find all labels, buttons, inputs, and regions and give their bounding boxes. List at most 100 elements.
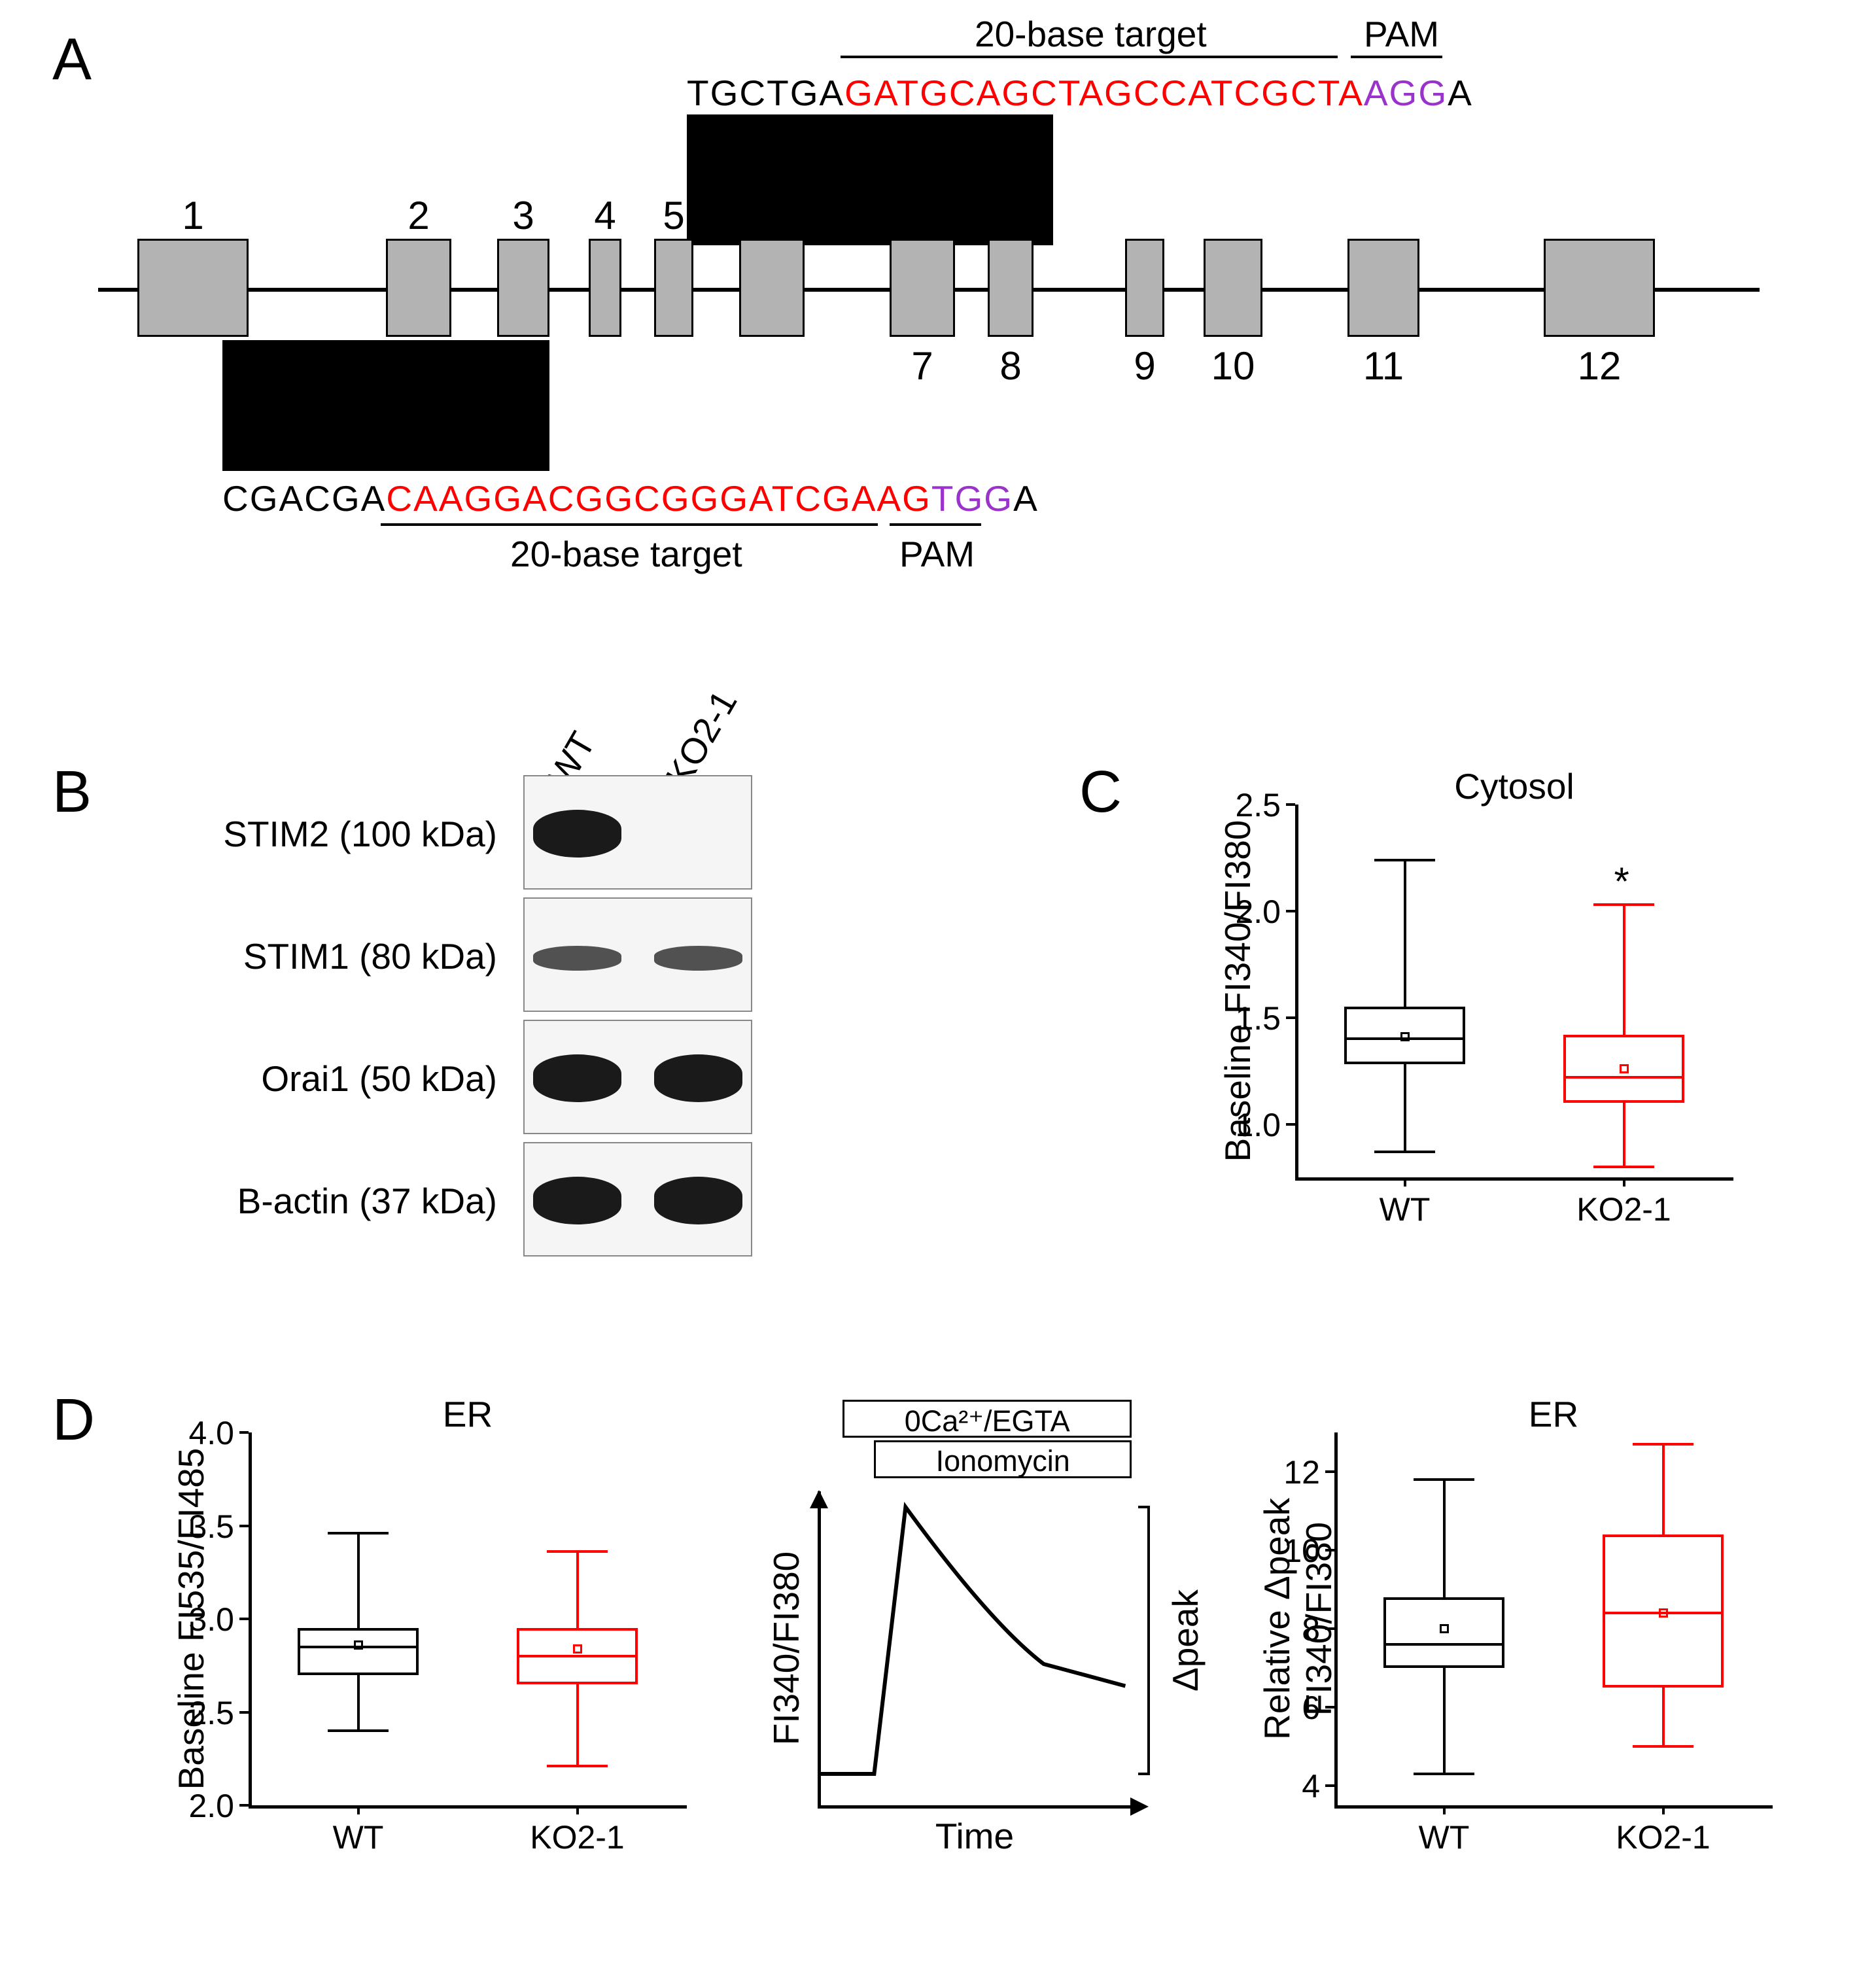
- y-axis: [249, 1432, 252, 1805]
- whisker-cap: [547, 1550, 607, 1553]
- panel-d-right-plot: ER4681012Relative Δpeak FI340/FI380WTKO2…: [1249, 1393, 1786, 1864]
- blot-band: [654, 1054, 742, 1103]
- exon-label-1: 1: [167, 193, 219, 238]
- exon-12: [1544, 239, 1655, 337]
- x-axis-arrow-head: [1130, 1797, 1149, 1816]
- mean-marker: [1659, 1608, 1668, 1618]
- whisker-cap: [1633, 1745, 1693, 1748]
- blot-row-label: STIM2 (100 kDa): [131, 813, 497, 855]
- plot-title: Cytosol: [1295, 765, 1733, 807]
- median: [1383, 1643, 1504, 1646]
- x-tick-label: WT: [1295, 1190, 1514, 1228]
- exon-label-6: 6: [746, 193, 798, 238]
- whisker-cap: [1633, 1443, 1693, 1446]
- x-tick-label: WT: [1334, 1818, 1554, 1856]
- y-tick: [239, 1431, 249, 1434]
- y-axis-label: Relative Δpeak FI340/FI380: [1256, 1432, 1340, 1805]
- mean-marker: [354, 1640, 363, 1650]
- y-tick: [239, 1618, 249, 1620]
- bot-pam-label: PAM: [899, 533, 975, 575]
- top-seq: TGCTGAGATGCAGCTAGCCATCGCTAAGGA: [687, 72, 1473, 114]
- blot-band: [533, 810, 621, 858]
- y-tick: [1286, 1016, 1295, 1019]
- y-tick: [239, 1525, 249, 1527]
- panel-c-label: C: [1079, 759, 1122, 826]
- blot-band: [533, 1054, 621, 1103]
- panel-b-label: B: [52, 759, 92, 826]
- y-tick: [239, 1804, 249, 1807]
- y-axis: [1295, 805, 1298, 1177]
- treatment-text-2: Ionomycin: [874, 1444, 1132, 1478]
- blot-band: [533, 1177, 621, 1225]
- x-axis: [1295, 1177, 1733, 1181]
- blot-band: [654, 946, 742, 971]
- blot-band: [654, 1177, 742, 1225]
- bottom-seq: CGACGACAAGGACGGCGGGATCGAAGTGGA: [222, 477, 1039, 519]
- exon-label-11: 11: [1357, 343, 1410, 389]
- exon-1: [137, 239, 249, 337]
- blot-row-label: Orai1 (50 kDa): [131, 1058, 497, 1100]
- x-axis-label: Time: [818, 1815, 1132, 1857]
- significance-star: *: [1614, 859, 1629, 904]
- plot-title: ER: [249, 1393, 687, 1435]
- bot-target-label: 20-base target: [510, 533, 742, 575]
- x-axis: [249, 1805, 687, 1809]
- exon-label-2: 2: [392, 193, 445, 238]
- exon-label-12: 12: [1573, 343, 1625, 389]
- x-tick: [576, 1805, 579, 1814]
- x-tick: [1662, 1805, 1665, 1814]
- exon-8: [988, 239, 1034, 337]
- x-tick: [357, 1805, 360, 1814]
- y-axis-label: Baseline FI535/FI485: [170, 1432, 212, 1805]
- delta-peak-bracket: [1138, 1507, 1150, 1774]
- x-axis: [1334, 1805, 1773, 1809]
- callout-bottom: [222, 340, 549, 471]
- top-target-label: 20-base target: [975, 13, 1207, 55]
- panel-d-left-plot: ER2.02.53.03.54.0Baseline FI535/FI485WTK…: [164, 1393, 700, 1864]
- mean-marker: [1440, 1624, 1449, 1633]
- exon-11: [1347, 239, 1419, 337]
- y-tick: [1286, 1123, 1295, 1126]
- exon-label-3: 3: [497, 193, 549, 238]
- whisker-cap: [547, 1765, 607, 1767]
- top-target-under: [841, 56, 1338, 58]
- x-axis-arrow-line: [818, 1805, 1132, 1809]
- panel-d-middle-schematic: 0Ca²⁺/EGTA Ionomycin Time FI340/FI380 Δpeak: [739, 1393, 1210, 1864]
- plot-title: ER: [1334, 1393, 1773, 1435]
- bracket-cap: [1138, 1506, 1150, 1508]
- top-pam-under: [1351, 56, 1442, 58]
- exon-5: [654, 239, 693, 337]
- y-tick: [1286, 803, 1295, 806]
- y-axis-label: FI340/FI380: [765, 1491, 807, 1805]
- whisker-cap: [328, 1532, 388, 1534]
- mean-marker: [1620, 1064, 1629, 1073]
- whisker-cap: [1414, 1773, 1474, 1775]
- x-tick-label: KO2-1: [1514, 1190, 1733, 1228]
- mean-marker: [573, 1644, 582, 1654]
- bot-target-under: [381, 523, 878, 526]
- exon-9: [1125, 239, 1164, 337]
- x-tick: [1443, 1805, 1446, 1814]
- x-tick: [1623, 1177, 1625, 1187]
- exon-3: [497, 239, 549, 337]
- x-tick-label: WT: [249, 1818, 468, 1856]
- exon-label-7: 7: [896, 343, 948, 389]
- exon-label-8: 8: [984, 343, 1037, 389]
- treatment-text-1: 0Ca²⁺/EGTA: [842, 1404, 1132, 1438]
- y-tick: [239, 1711, 249, 1714]
- y-tick: [1286, 910, 1295, 912]
- whisker-cap: [1374, 859, 1434, 861]
- bracket-cap: [1138, 1773, 1150, 1775]
- delta-peak-label: Δpeak: [1164, 1507, 1206, 1774]
- exon-10: [1204, 239, 1262, 337]
- exon-7: [890, 239, 955, 337]
- y-axis-label: Baseline FI340/FI380: [1217, 805, 1259, 1177]
- top-pam-label: PAM: [1364, 13, 1439, 55]
- callout-top: [687, 114, 1053, 245]
- whisker-cap: [328, 1729, 388, 1732]
- x-tick-label: KO2-1: [1554, 1818, 1773, 1856]
- exon-6: [739, 239, 805, 337]
- blot-row-label: B-actin (37 kDa): [131, 1180, 497, 1222]
- whisker-cap: [1593, 1166, 1654, 1168]
- boxplot-box: [298, 1628, 418, 1674]
